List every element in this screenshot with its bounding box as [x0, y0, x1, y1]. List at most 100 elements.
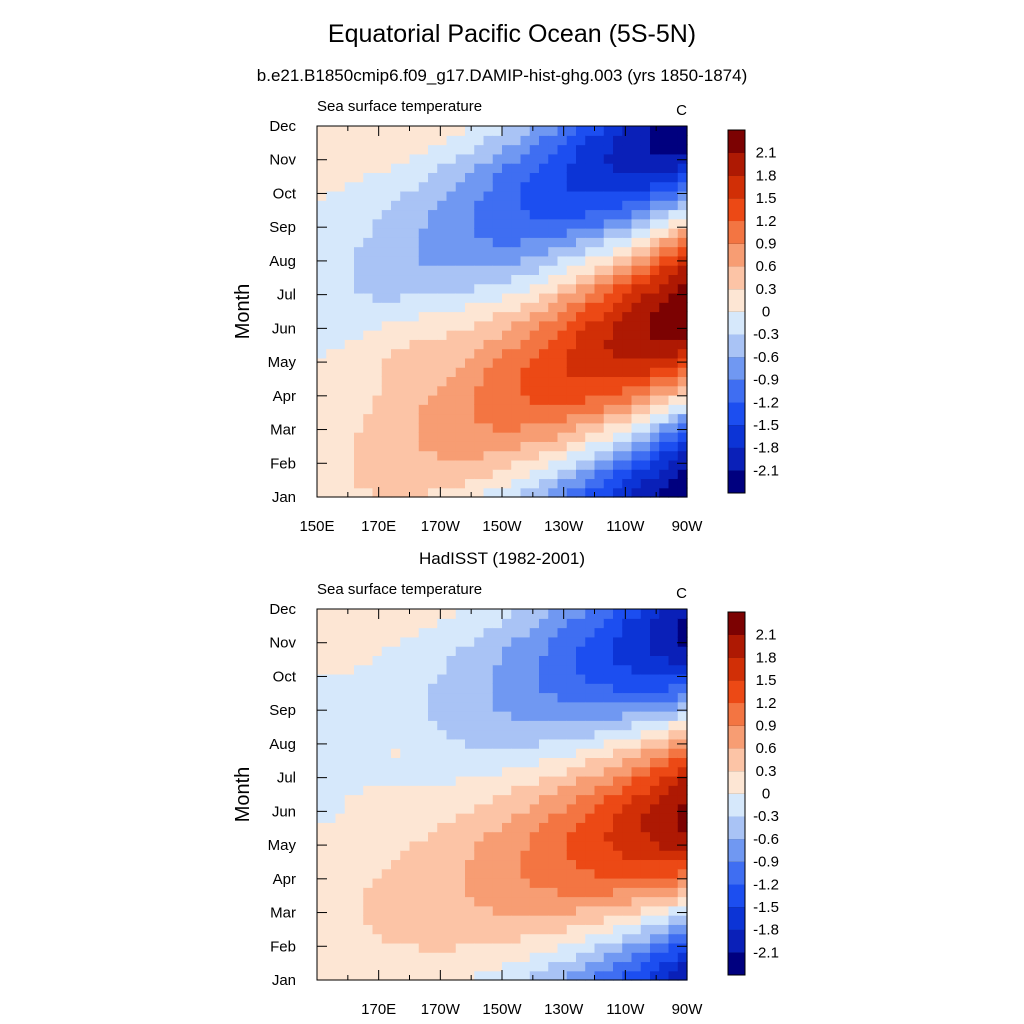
- heat-cell: [437, 803, 448, 814]
- heat-cell: [585, 915, 596, 925]
- heat-cell: [502, 450, 512, 461]
- heat-cell: [502, 859, 512, 870]
- heat-cell: [391, 646, 401, 656]
- heat-cell: [668, 933, 679, 944]
- heat-cell: [492, 701, 503, 712]
- heat-cell: [437, 692, 448, 703]
- heat-cell: [363, 487, 374, 498]
- heat-cell: [418, 367, 429, 378]
- heat-cell: [622, 357, 633, 368]
- heat-cell: [594, 720, 605, 731]
- heat-cell: [474, 469, 485, 480]
- heat-cell: [539, 376, 549, 387]
- heat-cell: [317, 840, 327, 851]
- heat-cell: [372, 357, 383, 368]
- heat-cell: [344, 190, 355, 201]
- heat-cell: [344, 246, 355, 257]
- colorbar-swatch: [728, 175, 745, 199]
- heat-cell: [335, 376, 346, 387]
- heat-cell: [492, 636, 503, 647]
- heat-cell: [659, 190, 670, 201]
- heat-cell: [465, 840, 475, 851]
- heat-cell: [502, 228, 512, 238]
- heat-cell: [511, 209, 522, 220]
- heat-cell: [613, 609, 623, 619]
- heat-cell: [455, 729, 466, 740]
- heat-cell: [455, 664, 466, 675]
- heat-cell: [557, 822, 568, 833]
- heat-cell: [400, 376, 411, 387]
- heat-cell: [566, 655, 577, 666]
- heat-cell: [539, 618, 549, 629]
- heat-cell: [677, 441, 688, 452]
- colorbar-swatch: [728, 334, 745, 358]
- heat-cell: [335, 320, 346, 331]
- heat-cell: [548, 785, 559, 796]
- heat-cell: [381, 664, 392, 675]
- heat-cell: [363, 775, 374, 786]
- heat-cell: [668, 274, 679, 285]
- heat-cell: [650, 720, 660, 731]
- heat-cell: [428, 246, 438, 257]
- heat-cell: [622, 172, 633, 183]
- heat-cell: [474, 450, 485, 461]
- heat-cell: [492, 339, 503, 350]
- heat-cell: [520, 181, 531, 192]
- heat-cell: [677, 933, 688, 944]
- heat-cell: [474, 868, 485, 879]
- heat-cell: [539, 970, 549, 981]
- heat-cell: [381, 237, 392, 248]
- heat-cell: [409, 163, 420, 173]
- heat-cell: [594, 153, 605, 164]
- heat-cell: [650, 413, 660, 424]
- heat-cell: [335, 385, 346, 396]
- heat-cell: [576, 367, 586, 378]
- heat-cell: [428, 126, 438, 136]
- heat-cell: [363, 970, 374, 981]
- heat-cell: [363, 905, 374, 916]
- heat-cell: [539, 627, 549, 638]
- heat-cell: [446, 172, 457, 183]
- heat-cell: [372, 450, 383, 461]
- heat-cell: [511, 942, 522, 953]
- colorbar-label: 0.9: [756, 717, 777, 734]
- heat-cell: [483, 887, 494, 898]
- heat-cell: [418, 246, 429, 257]
- heat-cell: [613, 153, 623, 164]
- heat-cell: [613, 877, 623, 888]
- heat-cell: [317, 813, 327, 823]
- heat-cell: [539, 404, 549, 415]
- heat-cell: [613, 218, 623, 229]
- heat-cell: [400, 646, 411, 656]
- heat-cell: [520, 785, 531, 796]
- heat-cell: [631, 450, 642, 461]
- heat-cell: [455, 135, 466, 146]
- heat-cell: [363, 190, 374, 201]
- heat-cell: [659, 915, 670, 925]
- heat-cell: [344, 711, 355, 721]
- heat-cell: [659, 246, 670, 257]
- heat-cell: [492, 822, 503, 833]
- heat-cell: [539, 831, 549, 842]
- heat-cell: [326, 246, 337, 257]
- heat-cell: [354, 729, 364, 740]
- heat-cell: [520, 283, 531, 294]
- heat-cell: [372, 339, 383, 350]
- heat-cell: [622, 905, 633, 916]
- heat-cell: [640, 478, 651, 489]
- heat-cell: [418, 135, 429, 146]
- heat-cell: [520, 692, 531, 703]
- heat-cell: [391, 487, 401, 498]
- heat-cell: [326, 822, 337, 833]
- heat-cell: [418, 218, 429, 229]
- heat-cell: [363, 729, 374, 740]
- heat-cell: [354, 673, 364, 684]
- heat-cell: [344, 348, 355, 359]
- heat-cell: [576, 840, 586, 851]
- heat-cell: [529, 394, 540, 405]
- heat-cell: [335, 729, 346, 740]
- heat-cell: [400, 748, 411, 759]
- heat-cell: [372, 757, 383, 768]
- heat-cell: [344, 255, 355, 266]
- colorbar-swatch: [728, 816, 745, 840]
